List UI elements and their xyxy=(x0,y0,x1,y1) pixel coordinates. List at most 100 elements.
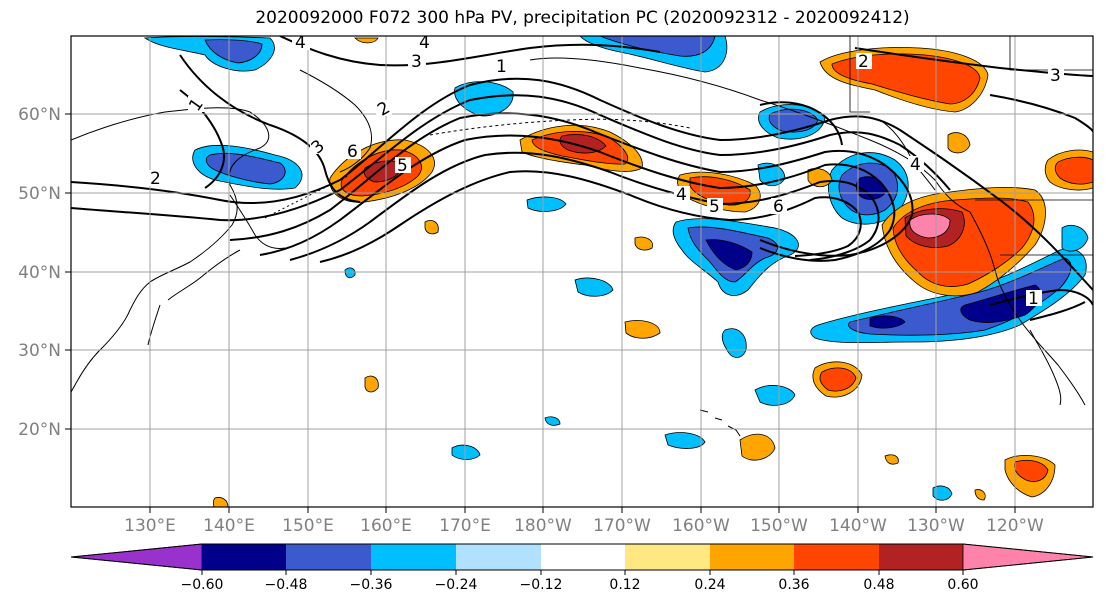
colorbar-tick-label: −0.24 xyxy=(435,577,478,593)
colorbar-tick-label: 0.24 xyxy=(694,577,725,593)
canada-border-2 xyxy=(1009,36,1093,71)
pv-contour-11 xyxy=(854,47,1093,77)
precip-pos-small-6 xyxy=(884,454,899,465)
alaska-coast xyxy=(529,57,971,213)
lon-label-160e: 160°E xyxy=(360,516,412,536)
kamchatka xyxy=(299,69,373,173)
colorbar-segment xyxy=(541,544,625,570)
contour-label: 1 xyxy=(496,57,507,77)
colorbar-tick-label: 0.48 xyxy=(863,577,894,593)
lon-label-160w: 160°W xyxy=(672,516,730,536)
lon-label-130w: 130°W xyxy=(907,516,965,536)
contour-label: 1 xyxy=(1028,289,1039,309)
precip-neg-small-2 xyxy=(574,277,614,297)
baja xyxy=(1029,329,1062,406)
colorbar-extend-high xyxy=(962,543,1094,571)
colorbar-extend-low xyxy=(70,543,203,571)
contour-label: 4 xyxy=(676,185,687,205)
contour-label: 5 xyxy=(709,197,720,217)
precip-pos-sub-b xyxy=(739,433,776,461)
pv-contour-6 xyxy=(319,170,862,263)
colorbar-segment xyxy=(371,544,456,570)
colorbar-tick-label: −0.36 xyxy=(350,577,393,593)
precip-neg-subtropical-band-core xyxy=(960,284,1041,323)
lon-label-140w: 140°W xyxy=(829,516,887,536)
precip-neg-small-6 xyxy=(451,444,481,460)
precip-pos-small-9 xyxy=(212,497,229,507)
colorbar-tick-label: −0.48 xyxy=(265,577,308,593)
precip-neg-small-11 xyxy=(344,267,356,279)
colorbar-tick-label: −0.12 xyxy=(520,577,563,593)
pv-contour-3 xyxy=(229,112,914,257)
axis-ticks xyxy=(65,113,1016,513)
colorbar-segment xyxy=(625,544,710,570)
precip-neg-core-b xyxy=(869,315,906,329)
lon-label-130e: 130°E xyxy=(124,516,176,536)
lon-label-140e: 140°E xyxy=(203,516,255,536)
colorbar-segment xyxy=(202,544,286,570)
precip-pos-small-8 xyxy=(354,37,379,44)
contour-label: 2 xyxy=(150,169,161,189)
precip-pos-small-5 xyxy=(424,220,439,235)
canada-border-1 xyxy=(849,36,870,113)
colorbar-segment xyxy=(710,544,794,570)
lon-label-170w: 170°W xyxy=(593,516,651,536)
precip-pos-sub-c xyxy=(624,320,661,339)
contour-label: 4 xyxy=(295,33,306,53)
contour-label: 6 xyxy=(347,142,358,162)
contour-label: 5 xyxy=(397,156,408,176)
precip-pos-small-1 xyxy=(947,132,971,154)
colorbar-tick-label: −0.60 xyxy=(181,577,224,593)
lat-label-30n: 30°N xyxy=(18,341,61,361)
precip-pos-aleutian-core xyxy=(559,134,607,154)
precip-neg-small-4 xyxy=(754,385,796,406)
pv-contour-1 xyxy=(71,77,1093,291)
precip-pos-sub-a-core xyxy=(819,367,857,392)
contour-label: 4 xyxy=(419,33,430,53)
colorbar-segment xyxy=(794,544,879,570)
pv-contour-14 xyxy=(1029,301,1086,321)
precip-neg-small-10 xyxy=(1061,224,1089,252)
precip-pos-small-2 xyxy=(807,168,833,188)
precip-neg-small-3 xyxy=(721,328,747,358)
lon-label-170e: 170°E xyxy=(439,516,491,536)
lat-label-60n: 60°N xyxy=(18,105,61,125)
contour-label: 2 xyxy=(858,52,869,72)
colorbar-segment xyxy=(879,544,963,570)
lon-label-120w: 120°W xyxy=(986,516,1044,536)
contour-label: 3 xyxy=(1050,66,1061,86)
pv-contours xyxy=(71,36,1093,321)
pv-contour-8 xyxy=(279,36,661,67)
precip-neg-small-5 xyxy=(664,432,706,449)
colorbar-tick-label: 0.36 xyxy=(778,577,809,593)
precip-neg-small-1 xyxy=(526,196,567,212)
precip-pos-small-4 xyxy=(634,236,653,251)
precip-pos-nw-us-east-core xyxy=(1054,156,1093,185)
latitude-labels: 60°N 50°N 40°N 30°N 20°N xyxy=(18,105,61,440)
pv-contour-7 xyxy=(179,54,361,203)
colorbar-tick-label: 0.12 xyxy=(609,577,640,593)
precip-neg-central-pac-core xyxy=(705,239,753,271)
hawaii xyxy=(699,409,741,437)
lat-label-40n: 40°N xyxy=(18,263,61,283)
asia-coast xyxy=(71,107,270,393)
pv-contour-12 xyxy=(989,94,1093,133)
precip-pos-sub-d-core xyxy=(1014,459,1049,482)
precip-pos-small-7 xyxy=(974,489,986,501)
colorbar-tick-label: 0.60 xyxy=(947,577,978,593)
precip-neg-small-7 xyxy=(544,416,561,426)
na-west-coast xyxy=(969,211,1086,406)
japan-islands xyxy=(147,194,286,346)
lat-label-50n: 50°N xyxy=(18,184,61,204)
lon-label-150w: 150°W xyxy=(750,516,808,536)
pv-contour-10 xyxy=(759,101,843,146)
contour-labels: 4 4 3 1 1 2 3 2 6 5 4 5 6 4 2 3 1 xyxy=(148,33,1064,309)
contour-label: 6 xyxy=(773,197,784,217)
lon-label-180w: 180°W xyxy=(514,516,572,536)
contour-label: 4 xyxy=(910,155,921,175)
pv-contour-4 xyxy=(259,134,896,262)
lon-label-150e: 150°E xyxy=(282,516,334,536)
pv-contour-13 xyxy=(989,288,1093,306)
precip-neg-north-a-core xyxy=(204,39,263,64)
